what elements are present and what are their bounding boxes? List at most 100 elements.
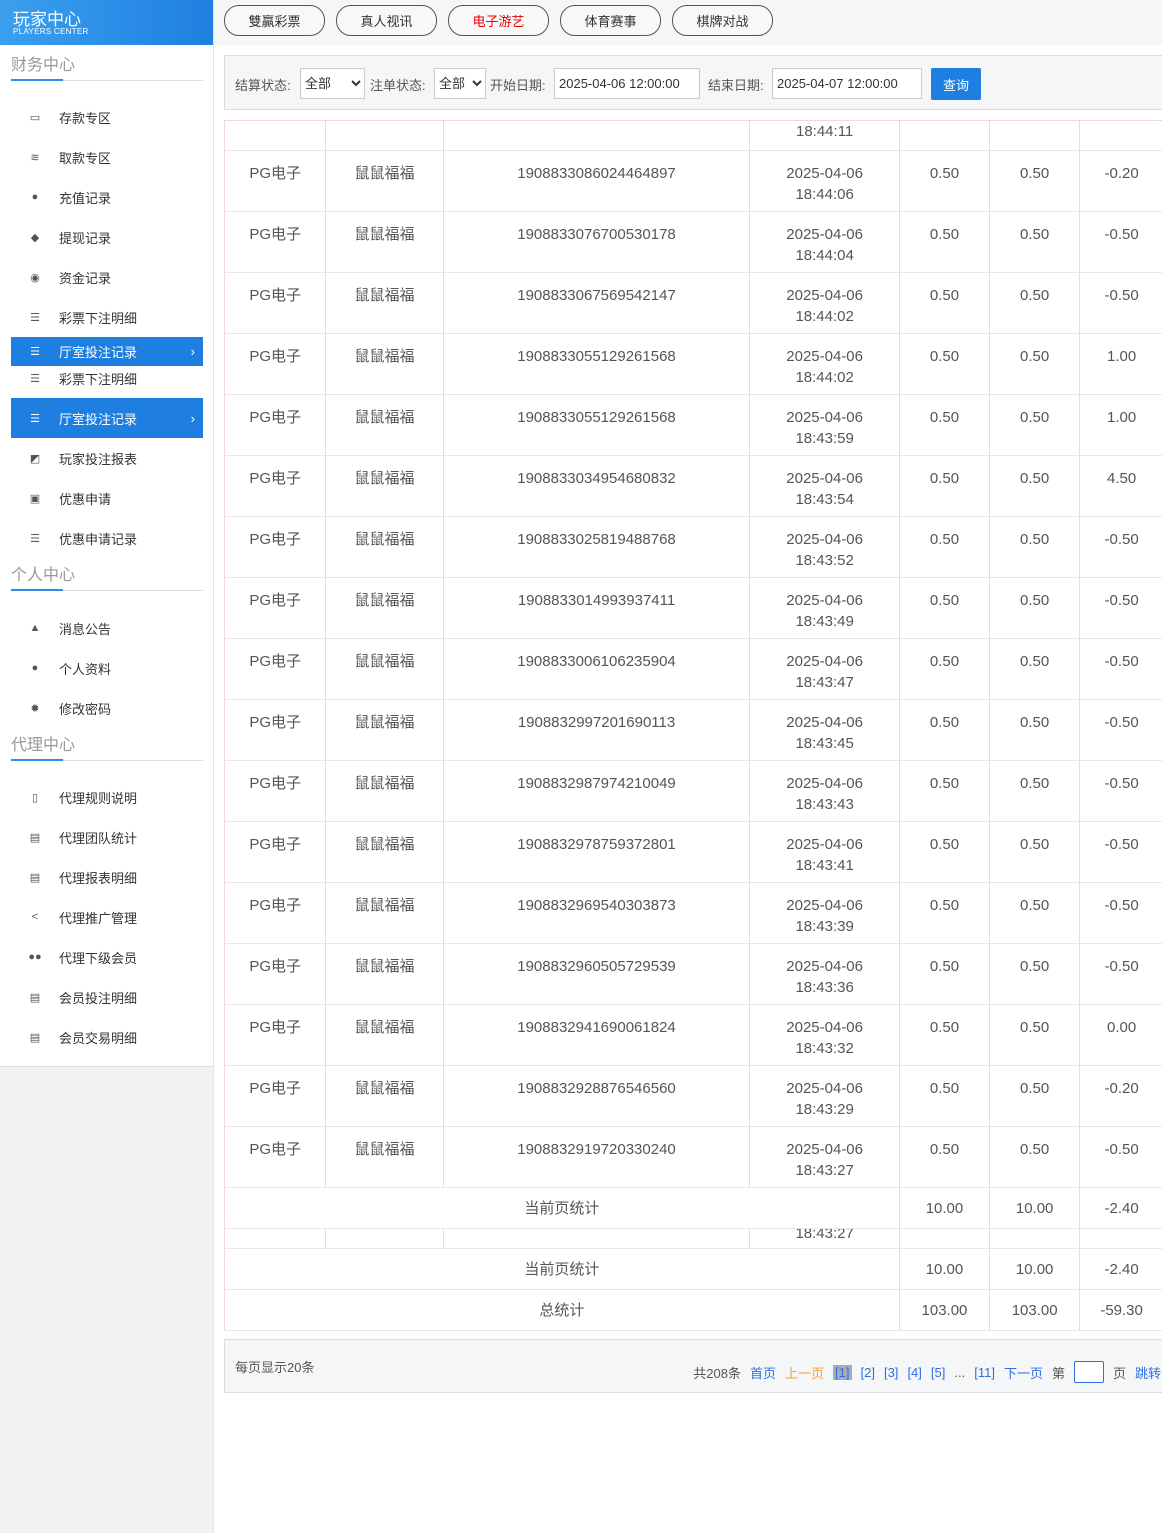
goto-suffix: 页 (1112, 1365, 1126, 1381)
sidebar-item[interactable]: ◩ 玩家投注报表 (11, 438, 203, 478)
cell: 1908833067569542147 (442, 272, 751, 334)
cell: -0.20 (1079, 1065, 1162, 1127)
first-page-link[interactable]: 首页 (750, 1365, 777, 1381)
cell: 0.50 (898, 516, 991, 578)
cell: PG电子 (223, 272, 327, 334)
cell (989, 120, 1081, 151)
sidebar-item[interactable]: ✹ 修改密码 (11, 688, 203, 728)
sidebar-item[interactable]: ☰ 厅室投注记录 › (11, 337, 203, 366)
sidebar-item[interactable]: ☰ 彩票下注明细 (11, 297, 203, 337)
start-date-input[interactable] (554, 68, 700, 99)
cell: 1908832941690061824 (442, 1004, 751, 1066)
goto-page-input[interactable] (1073, 1361, 1104, 1383)
cell: 0.50 (898, 272, 991, 334)
sidebar-item[interactable]: ▣ 优惠申请 (11, 478, 203, 518)
sidebar-item[interactable]: ▤ 会员投注明细 (11, 977, 203, 1017)
cell: -0.50 (1079, 211, 1162, 273)
cell: PG电子 (223, 821, 327, 883)
list-icon: ☰ (30, 372, 40, 385)
sidebar-item[interactable]: ▯ 代理规则说明 (11, 777, 203, 817)
page-link-1[interactable]: [1] (833, 1364, 852, 1380)
cell: PG电子 (223, 1004, 327, 1066)
prev-page-link[interactable]: 上一页 (785, 1365, 825, 1381)
end-date-label: 结束日期: (708, 78, 764, 93)
cell (1079, 120, 1162, 151)
cell: -0.50 (1079, 577, 1162, 639)
tab-1[interactable]: 真人视讯 (336, 5, 437, 36)
tab-0[interactable]: 雙贏彩票 (224, 5, 325, 36)
cell: 1908833025819488768 (442, 516, 751, 578)
logo-subtitle: PLAYERS CENTER (13, 27, 89, 36)
table-row: PG电子 鼠鼠福福 1908832987974210049 2025-04-06 18:… (223, 760, 1162, 822)
file-icon: ▯ (31, 791, 39, 804)
sidebar-item[interactable]: ▤ 会员交易明细 (11, 1017, 203, 1057)
sidebar-item[interactable]: ▲ 消息公告 (11, 608, 203, 648)
query-button[interactable]: 查询 (931, 68, 981, 100)
end-date-input[interactable] (772, 68, 922, 99)
table-row: PG电子 鼠鼠福福 1908832919720330240 2025-04-06 18:… (223, 1126, 1162, 1188)
sidebar-item-label: 厅室投注记录 (59, 345, 138, 360)
page-link-3[interactable]: [3] (883, 1364, 899, 1380)
cell: -0.50 (1079, 272, 1162, 334)
sidebar-item[interactable]: ☰ 优惠申请记录 (11, 518, 203, 558)
bet-time: 2025-04-06 18:43:41 (749, 821, 900, 883)
list-icon: ☰ (30, 311, 40, 324)
table-row: PG电子 鼠鼠福福 1908832928876546560 2025-04-06 18:… (223, 1065, 1162, 1127)
cell: 1908833055129261568 (442, 333, 751, 395)
page-link-11[interactable]: [11] (974, 1364, 995, 1380)
sidebar-item[interactable]: ◆ 提现记录 (11, 217, 203, 257)
cell: PG电子 (223, 1126, 327, 1188)
sidebar-item[interactable]: ▭ 存款专区 (11, 97, 203, 137)
sidebar-item-label: 修改密码 (59, 701, 112, 717)
order-status-select[interactable]: 全部 (434, 68, 486, 99)
cell: 0.50 (989, 272, 1081, 334)
sidebar-item[interactable]: ● 个人资料 (11, 648, 203, 688)
cell: 10.00 (989, 1187, 1081, 1229)
cell: -2.40 (1079, 1248, 1162, 1290)
pagination-bar: 每页显示20条 共208条 首页 上一页 [1] [2] [3] [4] [5]… (224, 1339, 1162, 1393)
cell: PG电子 (223, 638, 327, 700)
tab-2[interactable]: 电子游艺 (448, 5, 549, 36)
sidebar-item-label: 取款专区 (59, 150, 112, 166)
sidebar-item-label: 代理报表明细 (59, 870, 138, 886)
sidebar-item[interactable]: ▤ 代理报表明细 (11, 857, 203, 897)
cell: PG电子 (223, 333, 327, 395)
list-icon: ☰ (30, 532, 40, 545)
cell: 0.50 (989, 455, 1081, 517)
filter-bar: 结算状态: 全部 注单状态: 全部 开始日期: 结束日期: 查询 (224, 55, 1162, 110)
user-icon: ● (31, 662, 39, 674)
page-link-2[interactable]: [2] (860, 1364, 875, 1380)
cell: 0.50 (898, 882, 991, 944)
sidebar-item[interactable]: ● 充值记录 (11, 177, 203, 217)
sidebar-item[interactable]: ≋ 取款专区 (11, 137, 203, 177)
cell (325, 120, 444, 151)
sidebar-item-label: 充值记录 (59, 190, 112, 206)
sidebar-item[interactable]: ▤ 代理团队统计 (11, 817, 203, 857)
cell: 1908833086024464897 (442, 150, 751, 212)
cell (223, 1228, 327, 1249)
cell: 10.00 (898, 1187, 991, 1229)
page-link-5[interactable]: [5] (930, 1364, 946, 1380)
doc-icon: ▤ (29, 1031, 41, 1044)
jump-button[interactable]: 跳转 (1134, 1365, 1161, 1381)
tab-3[interactable]: 体育赛事 (560, 5, 661, 36)
sidebar-item[interactable]: ☰ 厅室投注记录 › (11, 398, 203, 438)
tab-4[interactable]: 棋牌对战 (672, 5, 773, 36)
table-row: PG电子 鼠鼠福福 1908833025819488768 2025-04-06 18:… (223, 516, 1162, 578)
cell: -0.50 (1079, 882, 1162, 944)
cell: 鼠鼠福福 (325, 516, 444, 578)
sidebar-item[interactable]: ●● 代理下级会员 (11, 937, 203, 977)
next-page-link[interactable]: 下一页 (1003, 1365, 1043, 1381)
settle-status-select[interactable]: 全部 (300, 68, 365, 99)
cell: 0.50 (989, 821, 1081, 883)
cell: 鼠鼠福福 (325, 577, 444, 639)
cell: 鼠鼠福福 (325, 272, 444, 334)
sidebar-item[interactable]: ◉ 资金记录 (11, 257, 203, 297)
page-link-4[interactable]: [4] (907, 1364, 922, 1380)
cell: 鼠鼠福福 (325, 760, 444, 822)
table-row: PG电子 鼠鼠福福 1908833076700530178 2025-04-06 18:… (223, 211, 1162, 273)
cell: -0.50 (1079, 760, 1162, 822)
sidebar-item[interactable]: < 代理推广管理 (11, 897, 203, 937)
sidebar-item[interactable]: ☰ 彩票下注明细 (11, 358, 203, 398)
table-row: 18:44:11 (223, 120, 1162, 151)
